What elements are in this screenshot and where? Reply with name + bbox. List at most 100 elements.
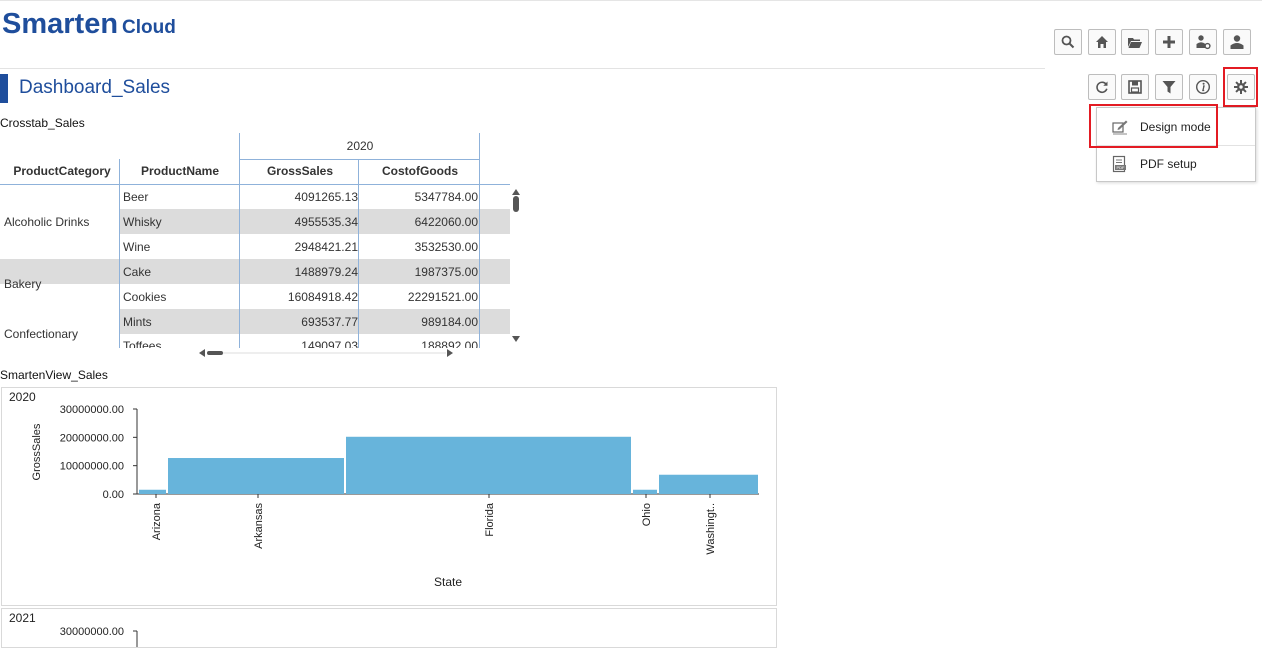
menu-item-label: Design mode [1140, 120, 1211, 134]
info-icon [1195, 79, 1211, 95]
home-button[interactable] [1088, 29, 1116, 55]
svg-text:PDF: PDF [1117, 165, 1126, 170]
info-button[interactable] [1189, 74, 1217, 100]
product-cell: Mints [123, 315, 152, 329]
costofgoods-cell: 188892.00 [421, 339, 478, 348]
costofgoods-cell: 3532530.00 [414, 240, 478, 254]
scroll-thumb[interactable] [207, 351, 223, 355]
y-tick-label: 30000000.00 [60, 404, 124, 416]
settings-menu: Design mode PDF PDF setup [1096, 107, 1256, 182]
refresh-icon [1096, 81, 1108, 94]
horizontal-scrollbar[interactable] [196, 347, 458, 359]
menu-item-pdf-setup[interactable]: PDF PDF setup [1097, 146, 1255, 182]
page-title: Dashboard_Sales [19, 77, 171, 98]
costofgoods-cell: 1987375.00 [414, 265, 478, 279]
scroll-right-icon[interactable] [447, 349, 453, 357]
bar[interactable] [139, 489, 166, 494]
brand-name: Smarten [2, 8, 119, 40]
costofgoods-cell: 22291521.00 [407, 290, 478, 304]
grosssales-cell: 693537.77 [301, 315, 358, 329]
user-settings-icon [1196, 35, 1211, 50]
smartenview-title: SmartenView_Sales [0, 368, 108, 382]
scroll-left-icon[interactable] [199, 349, 205, 357]
header-divider [0, 68, 1045, 69]
grosssales-cell: 4091265.13 [294, 190, 358, 204]
product-cell: Wine [123, 240, 151, 254]
grosssales-cell: 4955535.34 [294, 215, 358, 229]
menu-item-design-mode[interactable]: Design mode [1097, 109, 1255, 145]
user-settings-button[interactable] [1189, 29, 1217, 55]
bar[interactable] [659, 474, 758, 494]
header-costofgoods[interactable]: CostofGoods [382, 164, 458, 178]
vertical-scrollbar[interactable] [509, 184, 523, 346]
grosssales-cell: 16084918.42 [287, 290, 358, 304]
user-profile-button[interactable] [1223, 29, 1251, 55]
x-tick-label: Arizona [151, 502, 163, 540]
row-stripe [119, 209, 510, 234]
user-icon [1230, 35, 1244, 49]
crosstab-table: 2020 ProductCategory ProductName GrossSa… [0, 133, 510, 348]
x-tick-label: Arkansas [253, 503, 265, 549]
grid-line [0, 184, 510, 185]
filter-icon [1162, 81, 1176, 94]
open-folder-button[interactable] [1121, 29, 1149, 55]
bar[interactable] [346, 436, 631, 494]
menu-item-label: PDF setup [1140, 157, 1197, 171]
grid-line [358, 159, 359, 348]
grid-line [479, 133, 480, 348]
x-tick-label: Ohio [641, 503, 653, 526]
save-button[interactable] [1121, 74, 1149, 100]
grosssales-cell: 2948421.21 [294, 240, 358, 254]
grosssales-cell: 1488979.24 [294, 265, 358, 279]
add-button[interactable] [1155, 29, 1183, 55]
product-cell: Beer [123, 190, 149, 204]
grid-line [239, 133, 240, 348]
product-cell: Whisky [123, 215, 162, 229]
header-productcategory[interactable]: ProductCategory [13, 164, 111, 178]
filter-button[interactable] [1155, 74, 1183, 100]
product-cell: Cookies [123, 290, 167, 304]
row-stripe [119, 309, 510, 334]
chart-title: 2021 [9, 611, 36, 625]
gear-icon [1234, 80, 1248, 94]
y-axis-title: GrossSales [31, 423, 43, 480]
bar[interactable] [168, 458, 344, 494]
grid-line [240, 159, 480, 160]
bar[interactable] [633, 489, 657, 494]
y-tick-label: 10000000.00 [60, 461, 124, 473]
scroll-down-icon[interactable] [512, 336, 520, 342]
category-cell: Alcoholic Drinks [4, 215, 90, 229]
y-tick-label: 20000000.00 [60, 432, 124, 444]
y-tick-label: 30000000.00 [60, 626, 124, 638]
category-cell: Bakery [4, 277, 42, 291]
costofgoods-cell: 6422060.00 [414, 215, 478, 229]
menu-separator [1097, 145, 1255, 146]
x-tick-label: Florida [484, 502, 496, 537]
pdf-setup-icon: PDF [1112, 155, 1126, 173]
year-header: 2020 [346, 139, 374, 153]
plus-icon [1163, 36, 1175, 48]
scroll-up-icon[interactable] [512, 189, 520, 195]
x-axis-title: State [434, 575, 462, 589]
grid-line [119, 159, 120, 348]
costofgoods-cell: 5347784.00 [414, 190, 478, 204]
title-accent-bar [0, 74, 8, 103]
home-icon [1096, 36, 1108, 48]
scroll-thumb[interactable] [513, 196, 519, 212]
chart-panel-2020: 2020 0.00 10000000.00 20000000.00 30000000.… [1, 387, 777, 606]
design-mode-icon [1112, 120, 1128, 135]
costofgoods-cell: 989184.00 [421, 315, 478, 329]
top-border [0, 0, 1262, 1]
header-productname[interactable]: ProductName [140, 164, 220, 178]
x-tick-label: Washingt.. [705, 503, 717, 555]
refresh-button[interactable] [1088, 74, 1116, 100]
settings-button[interactable] [1227, 74, 1255, 100]
chart-panel-2021: 2021 30000000.00 [1, 608, 777, 648]
header-grosssales[interactable]: GrossSales [266, 164, 334, 178]
bar-chart-2020: 0.00 10000000.00 20000000.00 30000000.00 Ari… [31, 404, 759, 589]
bar-chart-2021: 30000000.00 [60, 626, 138, 647]
grosssales-cell: 149097.03 [301, 339, 358, 348]
search-button[interactable] [1054, 29, 1082, 55]
y-tick-label: 0.00 [103, 489, 124, 501]
search-icon [1061, 35, 1075, 49]
